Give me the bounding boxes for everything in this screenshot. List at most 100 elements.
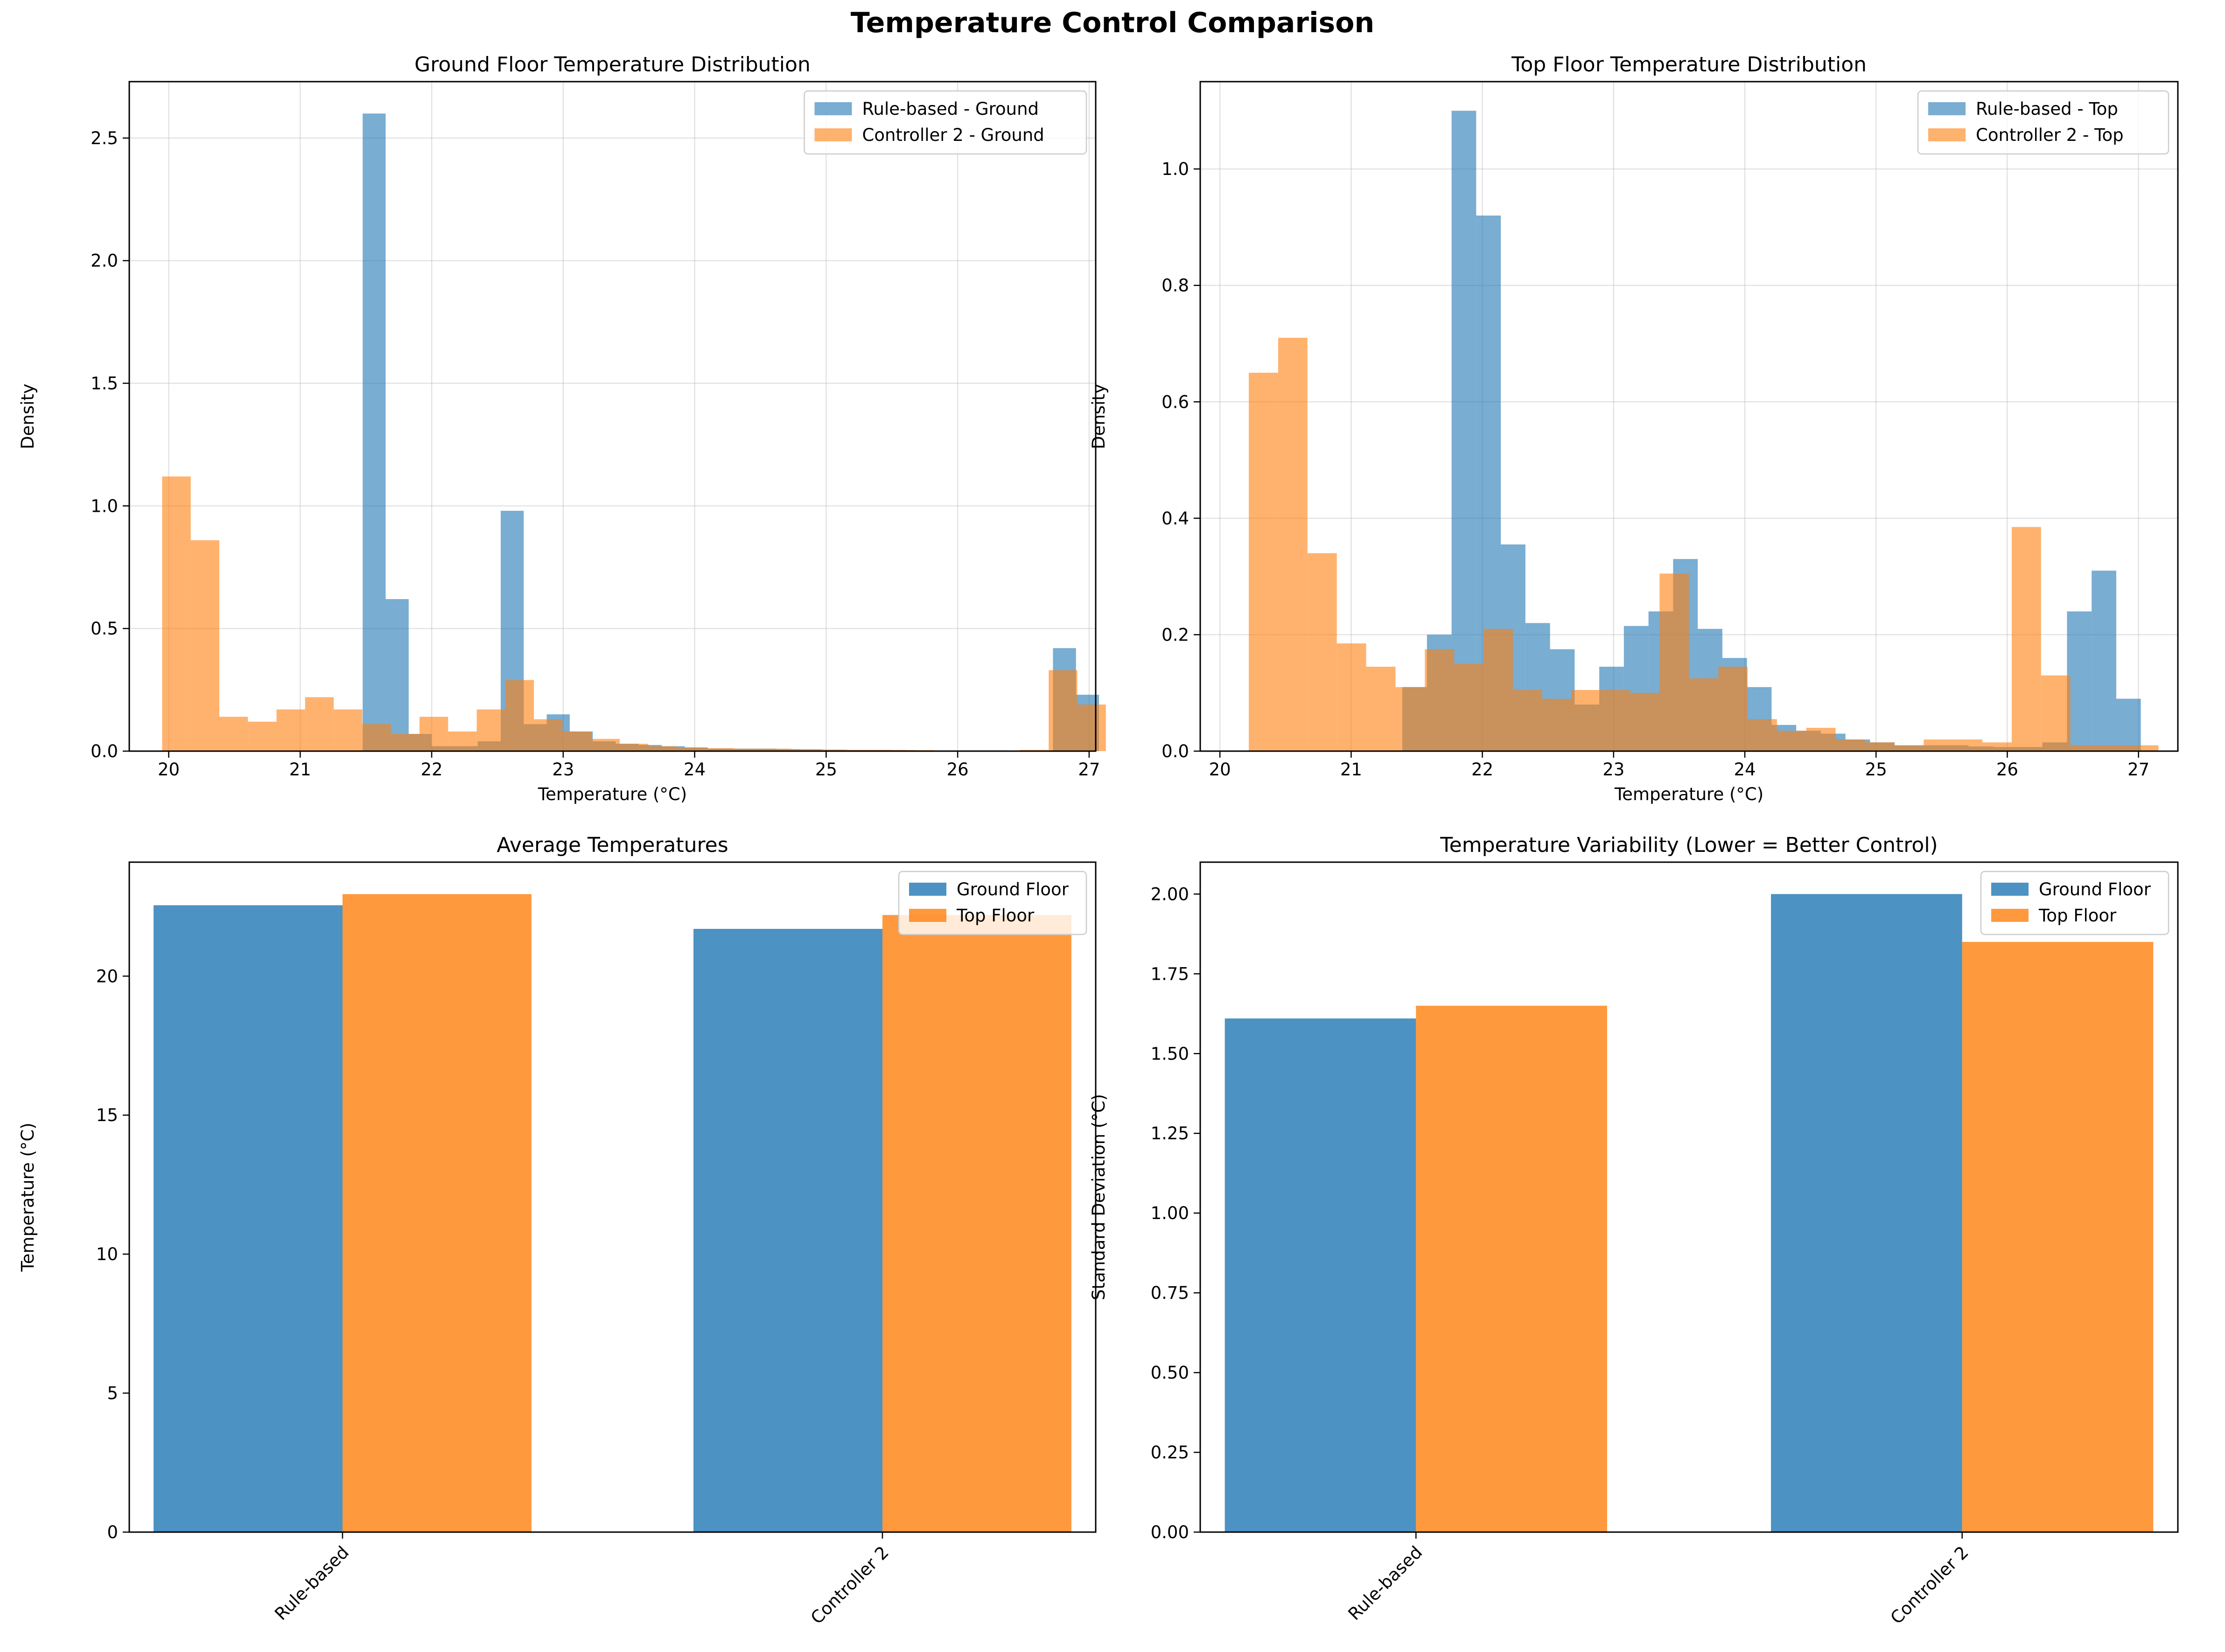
histogram-bar — [1049, 670, 1078, 751]
legend-label: Rule-based - Top — [1976, 99, 2118, 119]
histogram-bar — [276, 709, 305, 751]
histogram-bar — [677, 747, 706, 751]
histogram-bar — [1747, 719, 1777, 751]
legend-swatch — [814, 102, 852, 115]
x-tick-label: Controller 2 — [1887, 1542, 1973, 1628]
x-tick-label: 21 — [289, 760, 311, 780]
histogram-bar — [1336, 643, 1366, 751]
histogram-bar — [1835, 739, 1865, 751]
axes-frame — [128, 81, 1097, 752]
y-axis-label: Temperature (°C) — [18, 1122, 38, 1272]
y-axis-label: Density — [1089, 383, 1109, 449]
y-tick-label: 5 — [107, 1383, 118, 1403]
y-tick-label: 1.00 — [1151, 1203, 1189, 1223]
x-axis-label: Temperature (°C) — [1614, 784, 1763, 804]
histogram-bar — [248, 721, 277, 751]
y-tick-label: 0 — [107, 1522, 118, 1542]
x-tick-label: 27 — [1078, 760, 1100, 780]
histogram-bar — [1630, 693, 1660, 751]
histogram-bar — [476, 709, 505, 751]
histogram-bar — [505, 680, 534, 751]
bar — [693, 929, 882, 1532]
histogram-bar — [1542, 698, 1572, 751]
y-tick-label: 10 — [96, 1244, 118, 1264]
histogram-bar — [734, 748, 763, 751]
x-tick-label: 25 — [815, 760, 837, 780]
histogram-bar — [2092, 571, 2116, 751]
y-tick-label: 0.4 — [1161, 509, 1189, 529]
legend-swatch — [909, 883, 946, 896]
axes-frame — [1199, 81, 2179, 752]
y-tick-label: 0.50 — [1151, 1363, 1189, 1383]
ground-chart: 20 21 22 23 24 25 26 27 Temperature (°C) 0.0 0.5 1.… — [18, 53, 1106, 804]
histogram-bar — [305, 697, 334, 751]
histogram-bar — [1659, 573, 1689, 751]
chart-title: Temperature Variability (Lower = Better … — [1440, 833, 1938, 857]
histogram-bar — [1982, 742, 2012, 751]
legend: Rule-based - Top Controller 2 - Top — [1917, 90, 2169, 155]
histogram-bar — [1451, 111, 1476, 751]
histogram-bar — [334, 709, 363, 751]
y-axis-label: Density — [18, 383, 38, 449]
bar — [343, 894, 532, 1532]
histogram-bar — [2070, 745, 2100, 751]
legend-label: Top Floor — [2038, 906, 2117, 926]
legend-label: Controller 2 - Top — [1976, 125, 2124, 145]
histogram-bar — [190, 540, 220, 751]
bar — [1771, 894, 1962, 1532]
histogram-bar — [1395, 687, 1425, 751]
histogram-bar — [1806, 728, 1836, 751]
y-tick-label: 1.75 — [1151, 964, 1189, 984]
bar — [882, 915, 1071, 1532]
legend-label: Top Floor — [956, 906, 1035, 926]
x-tick-label: 23 — [1602, 760, 1624, 780]
x-tick-label: Controller 2 — [807, 1542, 893, 1628]
avg-chart: Rule-based Controller 2 0 5 10 15 20 Temperatur… — [18, 833, 1097, 1628]
legend-frame — [804, 90, 1087, 155]
y-axis-label: Standard Deviation (°C) — [1089, 1094, 1109, 1300]
legend: Ground Floor Top Floor — [898, 871, 1087, 935]
x-axis-label: Temperature (°C) — [538, 784, 687, 804]
bar — [1224, 1018, 1416, 1532]
histogram-bar — [2041, 675, 2071, 751]
histogram-bar — [1924, 739, 1953, 751]
x-tick-label: 20 — [158, 760, 180, 780]
x-tick-label: 22 — [421, 760, 443, 780]
legend-swatch — [1928, 102, 1966, 115]
x-tick-label: 24 — [1734, 760, 1756, 780]
legend: Rule-based - Ground Controller 2 - Ground — [804, 90, 1087, 155]
histogram-bar — [391, 734, 420, 751]
histogram-bar — [2067, 611, 2092, 751]
histogram-bar — [1483, 628, 1513, 751]
legend-label: Controller 2 - Ground — [862, 125, 1044, 145]
histogram-bar — [420, 717, 448, 751]
histogram-bar — [1454, 663, 1484, 751]
y-tick-label: 0.8 — [1161, 276, 1189, 296]
y-tick-label: 20 — [96, 966, 118, 986]
std-chart: Rule-based Controller 2 0.00 0.25 0.50 0.75 1.… — [1089, 833, 2179, 1628]
y-tick-label: 15 — [96, 1105, 118, 1125]
x-tick-label: 23 — [552, 760, 574, 780]
histogram-bar — [619, 744, 649, 751]
histogram-bar — [705, 748, 735, 751]
y-tick-label: 0.0 — [91, 741, 118, 761]
legend-label: Ground Floor — [957, 879, 1069, 899]
histogram-bar — [1865, 742, 1895, 751]
legend-swatch — [1991, 909, 2029, 922]
bar — [154, 905, 343, 1532]
legend-label: Ground Floor — [2039, 879, 2151, 899]
histogram-bar — [363, 113, 386, 751]
histogram-bar — [1512, 690, 1542, 751]
x-tick-label: 22 — [1471, 760, 1493, 780]
axes-frame — [1199, 861, 2179, 1533]
x-tick-label: 26 — [1996, 760, 2018, 780]
y-tick-label: 0.0 — [1161, 741, 1189, 761]
histogram-bar — [2011, 527, 2041, 751]
histogram-bar — [1571, 690, 1601, 751]
chart-title: Ground Floor Temperature Distribution — [414, 53, 811, 77]
histogram-bar — [1278, 338, 1308, 751]
histogram-bar — [791, 749, 820, 751]
histogram-bar — [2099, 745, 2129, 751]
histogram-bar — [591, 739, 620, 751]
